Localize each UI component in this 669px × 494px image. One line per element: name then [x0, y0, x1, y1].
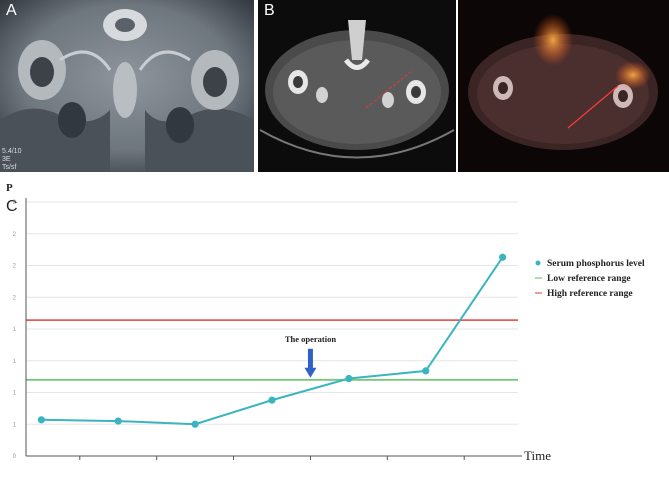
panel-c-letter: C: [6, 198, 18, 215]
mri-caption: 5.4/10 3E Ts/sf: [2, 148, 21, 172]
ct-image-panel: B: [258, 0, 456, 172]
y-tick-label: 2: [13, 232, 17, 238]
legend-marker: [535, 260, 541, 266]
data-point: [422, 367, 430, 375]
legend-label: Low reference range: [547, 274, 631, 284]
y-tick-label: 1: [13, 359, 17, 365]
y-tick-label: 2: [13, 200, 17, 206]
mri-caption-line: Ts/sf: [2, 164, 17, 171]
panel-b-letter: B: [264, 2, 275, 19]
y-axis-label: P: [6, 182, 13, 194]
panel-a-letter: A: [6, 2, 17, 19]
legend-label: High reference range: [547, 289, 633, 299]
annotation-label: The operation: [285, 334, 337, 344]
data-point: [114, 417, 122, 425]
chart-legend: Serum phosphorus level Low reference rang…: [535, 259, 645, 299]
reference-lines: [26, 319, 518, 381]
chart-grid: [26, 201, 518, 425]
arrow-head-icon: [304, 367, 317, 378]
y-tick-label: 1: [13, 391, 17, 397]
x-axis-label: Time: [524, 448, 551, 463]
data-point: [191, 420, 199, 428]
data-point: [499, 253, 507, 261]
data-point: [268, 396, 276, 404]
y-tick-label: 2: [13, 264, 17, 270]
pet-ct-image-panel: [458, 0, 669, 172]
data-point: [37, 416, 45, 424]
arrow-shaft: [307, 348, 313, 369]
data-point: [345, 374, 353, 383]
y-tick-label: 1: [13, 422, 17, 428]
y-tick-label: 2: [13, 295, 17, 301]
chart-series: [37, 253, 507, 428]
y-tick-label: 1: [13, 327, 17, 333]
mri-caption-line: 3E: [2, 156, 11, 163]
mri-image-panel: A 5.4/10 3E Ts/sf: [0, 0, 254, 172]
y-tick-label: 0: [13, 454, 17, 460]
pet-ct-image: [458, 0, 669, 172]
mri-caption-line: 5.4/10: [2, 148, 22, 155]
chart-annotation: The operation: [285, 334, 337, 378]
ct-image: [258, 0, 456, 172]
legend-label: Serum phosphorus level: [547, 259, 645, 269]
mri-image: [0, 0, 254, 172]
